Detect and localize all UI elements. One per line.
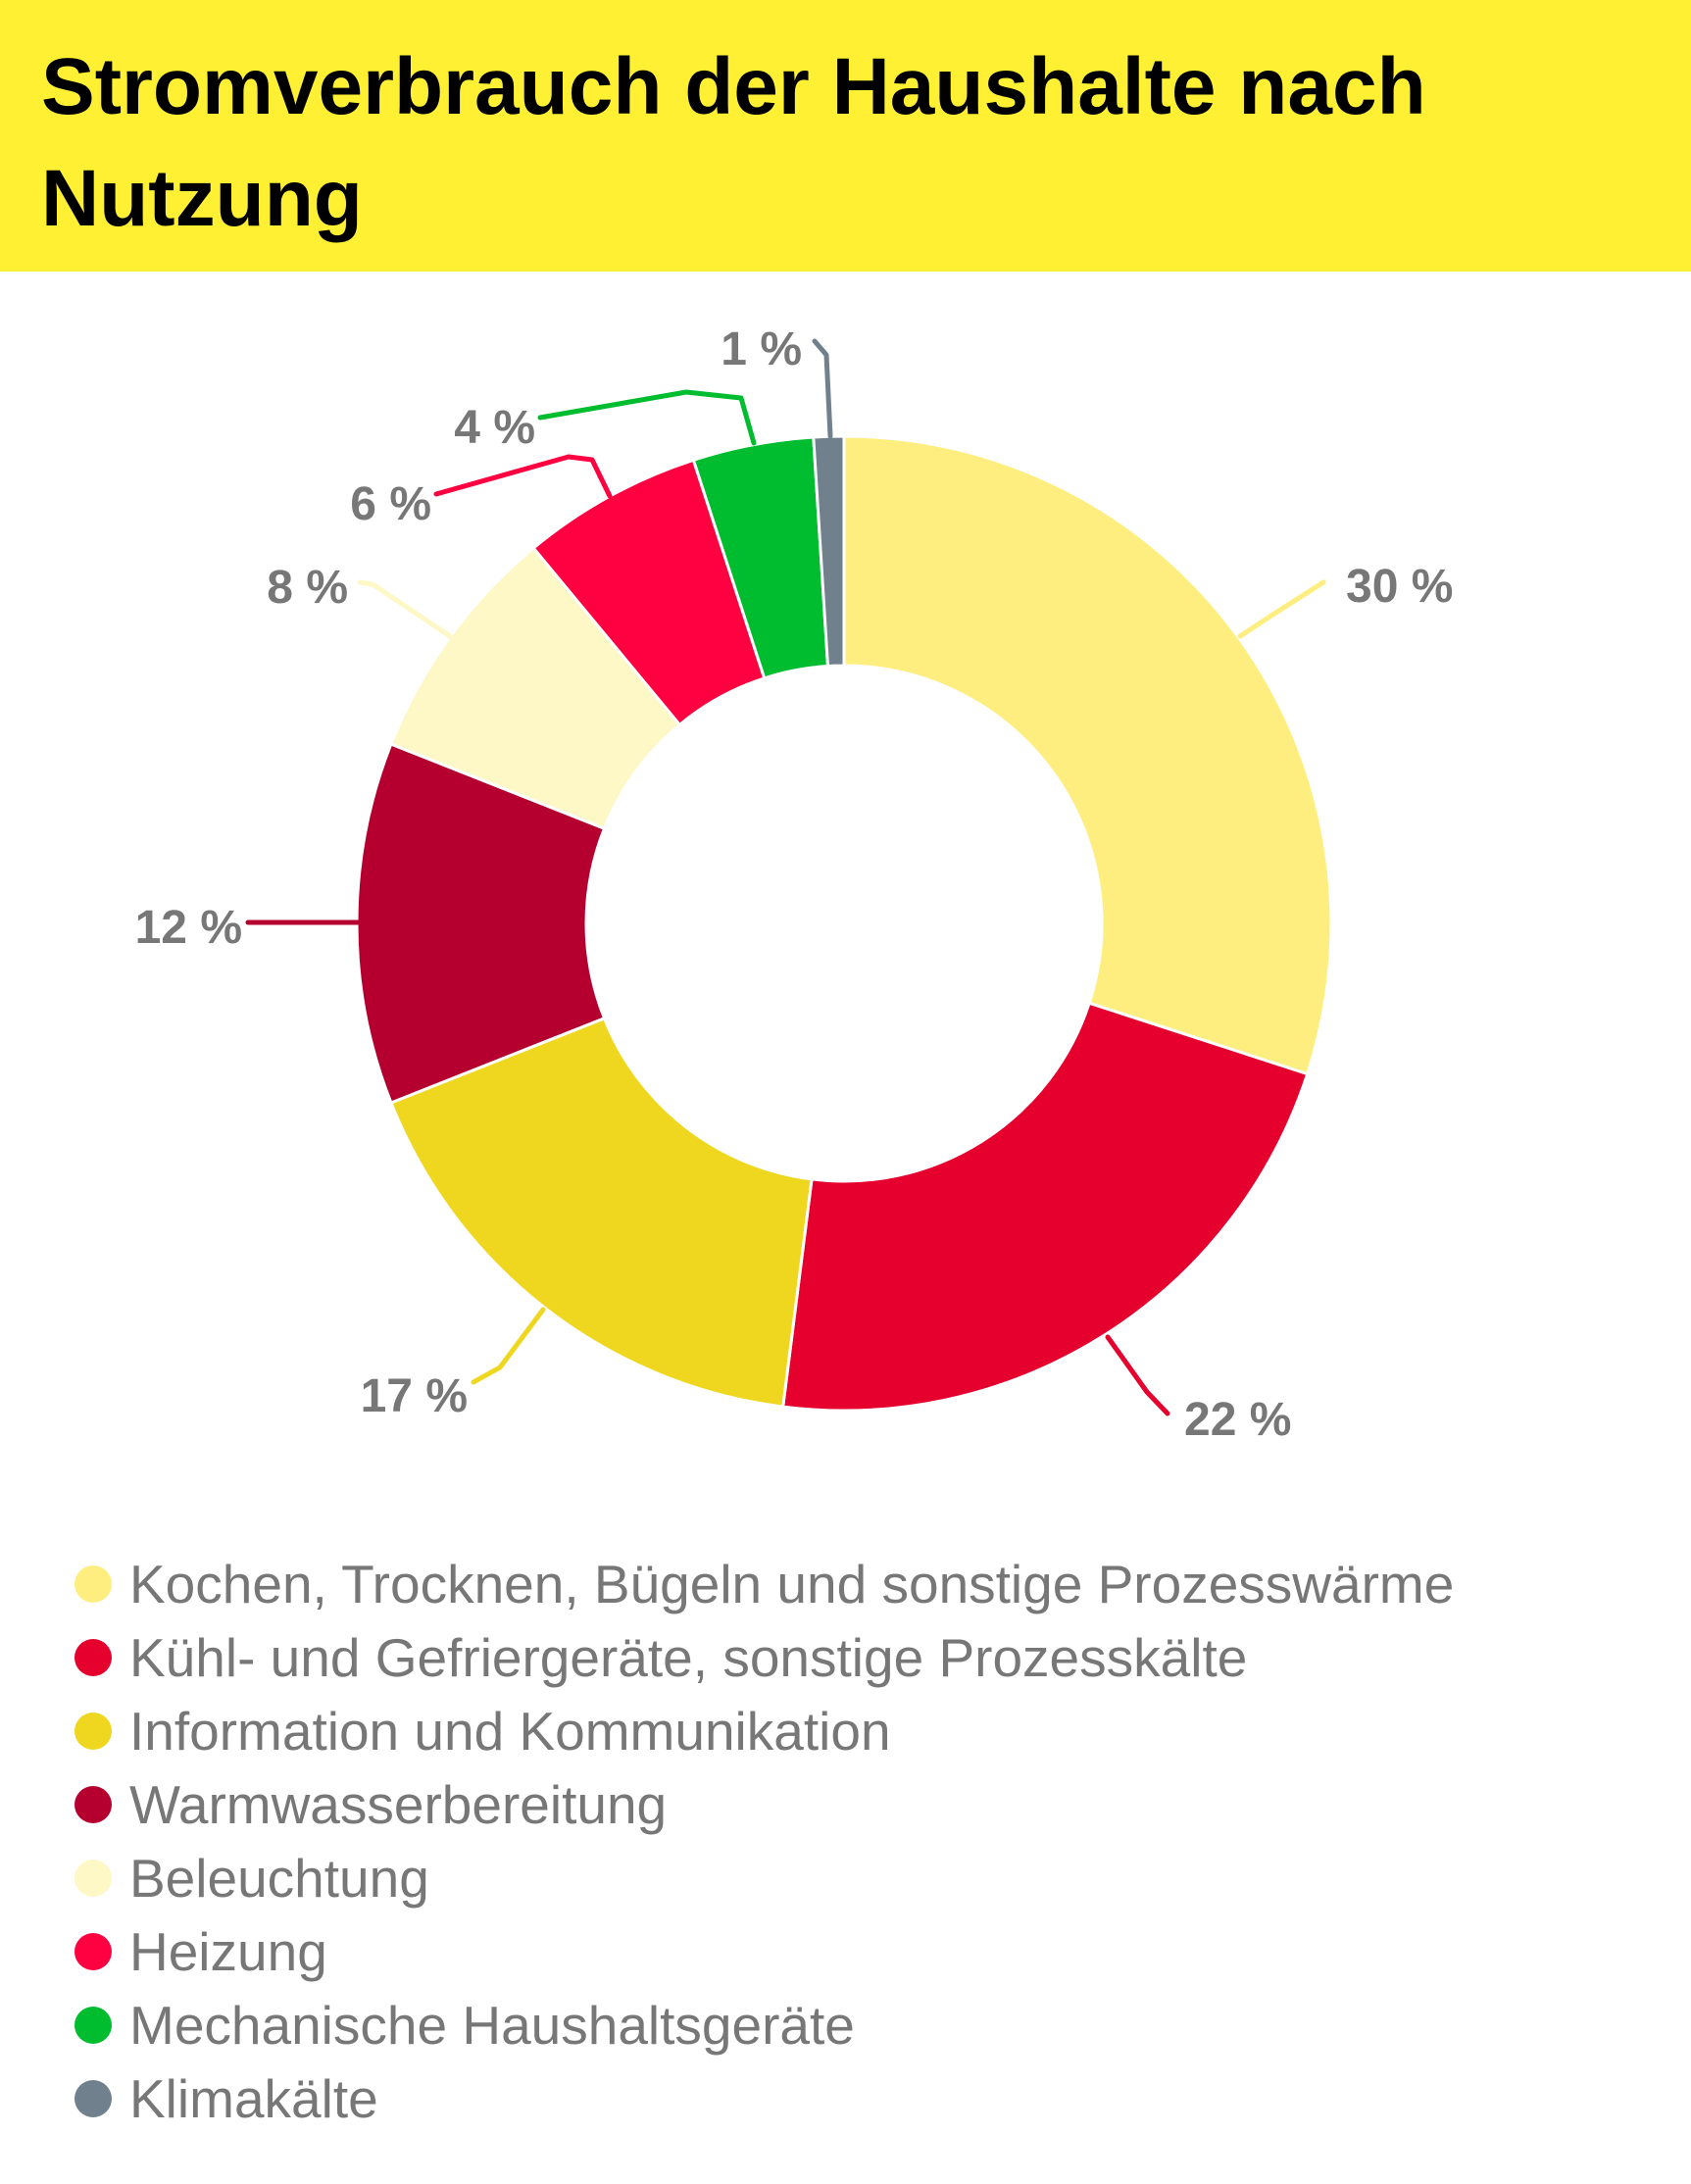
title-banner: Stromverbrauch der Haushalte nach Nutzun… (0, 0, 1691, 272)
leader-line (433, 454, 613, 499)
legend-item: Warmwasserbereitung (75, 1767, 1454, 1841)
donut-slice (388, 1016, 814, 1409)
leader-line (1105, 1334, 1170, 1416)
leader-line (1237, 579, 1326, 639)
legend-item: Mechanische Haushaltsgeräte (75, 1988, 1454, 2061)
legend-item: Kühl- und Gefriergeräte, sonstige Prozes… (75, 1620, 1454, 1694)
donut-slice (781, 1001, 1310, 1413)
leader-line (471, 1307, 546, 1385)
legend-label: Mechanische Haushaltsgeräte (129, 1994, 855, 2056)
leader-line (812, 338, 833, 439)
data-label: 8 % (267, 562, 348, 614)
legend-swatch (75, 1564, 112, 1603)
legend-label: Kühl- und Gefriergeräte, sonstige Prozes… (129, 1626, 1248, 1688)
legend-item: Heizung (75, 1914, 1454, 1988)
legend-label: Information und Kommunikation (129, 1700, 891, 1762)
chart-title: Stromverbrauch der Haushalte nach Nutzun… (41, 42, 1426, 243)
legend-label: Kochen, Trocknen, Bügeln und sonstige Pr… (129, 1553, 1455, 1614)
legend-label: Beleuchtung (129, 1847, 429, 1909)
legend-swatch (75, 1638, 112, 1676)
legend: Kochen, Trocknen, Bügeln und sonstige Pr… (75, 1547, 1454, 2135)
legend-swatch (75, 1932, 112, 1970)
leader-line (357, 579, 456, 641)
legend-swatch (75, 1712, 112, 1750)
legend-item: Beleuchtung (75, 1841, 1454, 1914)
legend-label: Klimakälte (129, 2067, 378, 2129)
legend-item: Klimakälte (75, 2061, 1454, 2135)
data-label: 17 % (361, 1370, 468, 1422)
data-label: 6 % (350, 478, 431, 530)
data-label: 22 % (1184, 1394, 1291, 1446)
data-label: 1 % (721, 323, 802, 375)
data-label: 4 % (454, 402, 535, 454)
legend-item: Kochen, Trocknen, Bügeln und sonstige Pr… (75, 1547, 1454, 1620)
legend-swatch (75, 2006, 112, 2044)
legend-label: Warmwasserbereitung (129, 1773, 668, 1835)
legend-swatch (75, 2079, 112, 2117)
legend-swatch (75, 1785, 112, 1823)
legend-item: Information und Kommunikation (75, 1694, 1454, 1767)
data-label: 12 % (135, 902, 242, 954)
leader-line (537, 389, 757, 446)
data-label: 30 % (1346, 561, 1453, 613)
donut-slice (355, 742, 607, 1105)
donut-chart: 30 % 22 % 17 % 12 % 8 %6 % 4 % 1 % (135, 323, 1454, 1446)
legend-label: Heizung (129, 1920, 327, 1982)
donut-slice (812, 434, 846, 669)
donut-slice (842, 434, 1333, 1076)
legend-swatch (75, 1859, 112, 1897)
